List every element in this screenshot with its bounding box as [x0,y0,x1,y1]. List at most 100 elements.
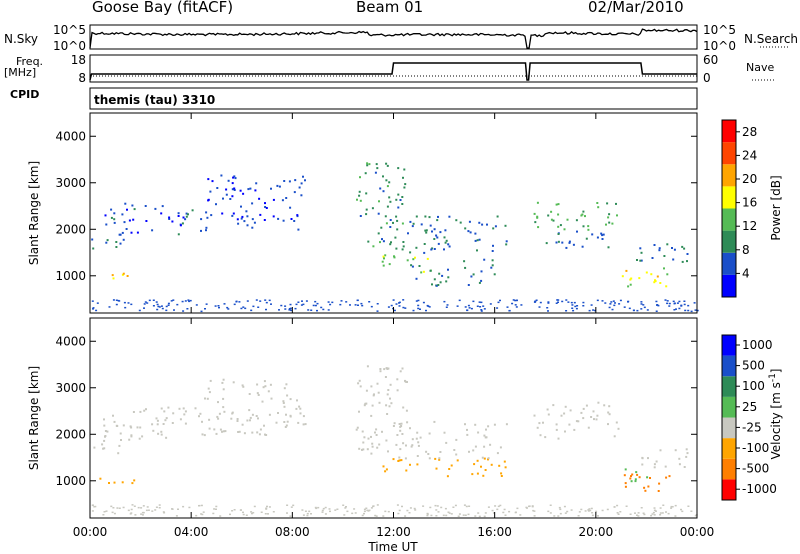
heatmap-cell [250,511,253,513]
heatmap-cell [152,299,155,301]
heatmap-cell [397,460,400,462]
heatmap-cell [416,431,419,434]
heatmap-cell [231,510,234,512]
heatmap-cell [480,465,482,468]
heatmap-cell [514,304,517,306]
heatmap-cell [636,259,638,261]
heatmap-cell [342,504,345,506]
heatmap-cell [438,457,441,460]
heatmap-cell [379,241,381,244]
heatmap-cell [246,224,249,227]
heatmap-cell [618,303,621,305]
heatmap-cell [376,167,379,170]
heatmap-cell [178,407,181,410]
heatmap-cell [225,188,228,191]
heatmap-cell [158,507,161,509]
heatmap-cell [494,225,497,228]
heatmap-cell [131,504,134,506]
heatmap-cell [381,260,384,263]
heatmap-cell [304,179,306,182]
heatmap-cell [491,264,494,267]
heatmap-cell [366,365,369,368]
heatmap-cell [483,515,486,518]
heatmap-cell [201,420,203,423]
heatmap-cell [344,507,347,509]
heatmap-cell [205,211,208,214]
heatmap-cell [409,507,412,509]
heatmap-cell [137,506,140,509]
heatmap-cell [665,285,668,288]
heatmap-cell [582,225,585,228]
heatmap-cell [222,388,225,391]
heatmap-cell [317,506,320,509]
heatmap-cell [121,213,124,216]
heatmap-cell [239,189,242,192]
heatmap-cell [680,508,682,511]
heatmap-cell [395,198,398,201]
heatmap-cell [535,299,538,301]
heatmap-cell [110,505,113,508]
heatmap-cell [614,302,616,304]
heatmap-cell [304,423,307,426]
heatmap-cell [251,413,254,416]
heatmap-cell [293,220,296,222]
heatmap-cell [134,514,137,516]
colorbar-tick-label: 100 [742,379,765,393]
heatmap-cell [534,300,537,303]
heatmap-cell [383,368,386,371]
heatmap-cell [362,441,365,444]
heatmap-cell [448,215,451,218]
heatmap-cell [265,301,268,304]
heatmap-cell [435,284,438,287]
heatmap-cell [378,443,381,446]
nave-tick-top: 60 [703,53,718,67]
heatmap-cell [610,301,613,303]
heatmap-cell [441,274,444,277]
heatmap-cell [160,212,163,215]
heatmap-cell [492,512,495,514]
heatmap-cell [168,218,171,220]
heatmap-cell [687,304,690,307]
heatmap-cell [653,466,656,469]
heatmap-cell [195,304,198,306]
heatmap-cell [251,431,254,434]
heatmap-cell [657,490,660,492]
heatmap-cell [358,194,361,197]
heatmap-cell [389,226,392,228]
heatmap-cell [467,304,470,307]
heatmap-cell [445,239,448,242]
heatmap-cell [469,231,472,234]
heatmap-cell [242,306,245,308]
heatmap-cell [456,305,459,307]
heatmap-cell [636,514,638,516]
colorbar-tick-label: -500 [742,462,769,476]
heatmap-cell [270,397,273,400]
heatmap-cell [417,444,420,447]
heatmap-cell [368,163,371,166]
heatmap-cell [289,206,292,209]
heatmap-cell [612,300,615,302]
heatmap-cell [255,182,258,185]
heatmap-cell [96,302,99,304]
heatmap-cell [378,200,380,203]
heatmap-cell [300,182,303,185]
heatmap-cell [267,390,270,393]
colorbar-swatch [722,479,736,500]
heatmap-cell [272,511,275,513]
heatmap-cell [185,212,188,215]
heatmap-cell [564,430,566,433]
heatmap-cell [630,480,633,483]
heatmap-cell [447,243,450,246]
heatmap-cell [92,247,95,250]
heatmap-cell [575,307,578,310]
heatmap-cell [299,412,302,415]
heatmap-cell [161,307,164,310]
heatmap-cell [113,218,116,221]
heatmap-cell [655,310,658,312]
heatmap-cell [433,278,436,281]
heatmap-cell [580,411,583,414]
heatmap-cell [187,213,189,216]
xlabel: Time UT [367,540,418,554]
heatmap-cell [195,514,198,517]
heatmap-cell [224,430,227,433]
